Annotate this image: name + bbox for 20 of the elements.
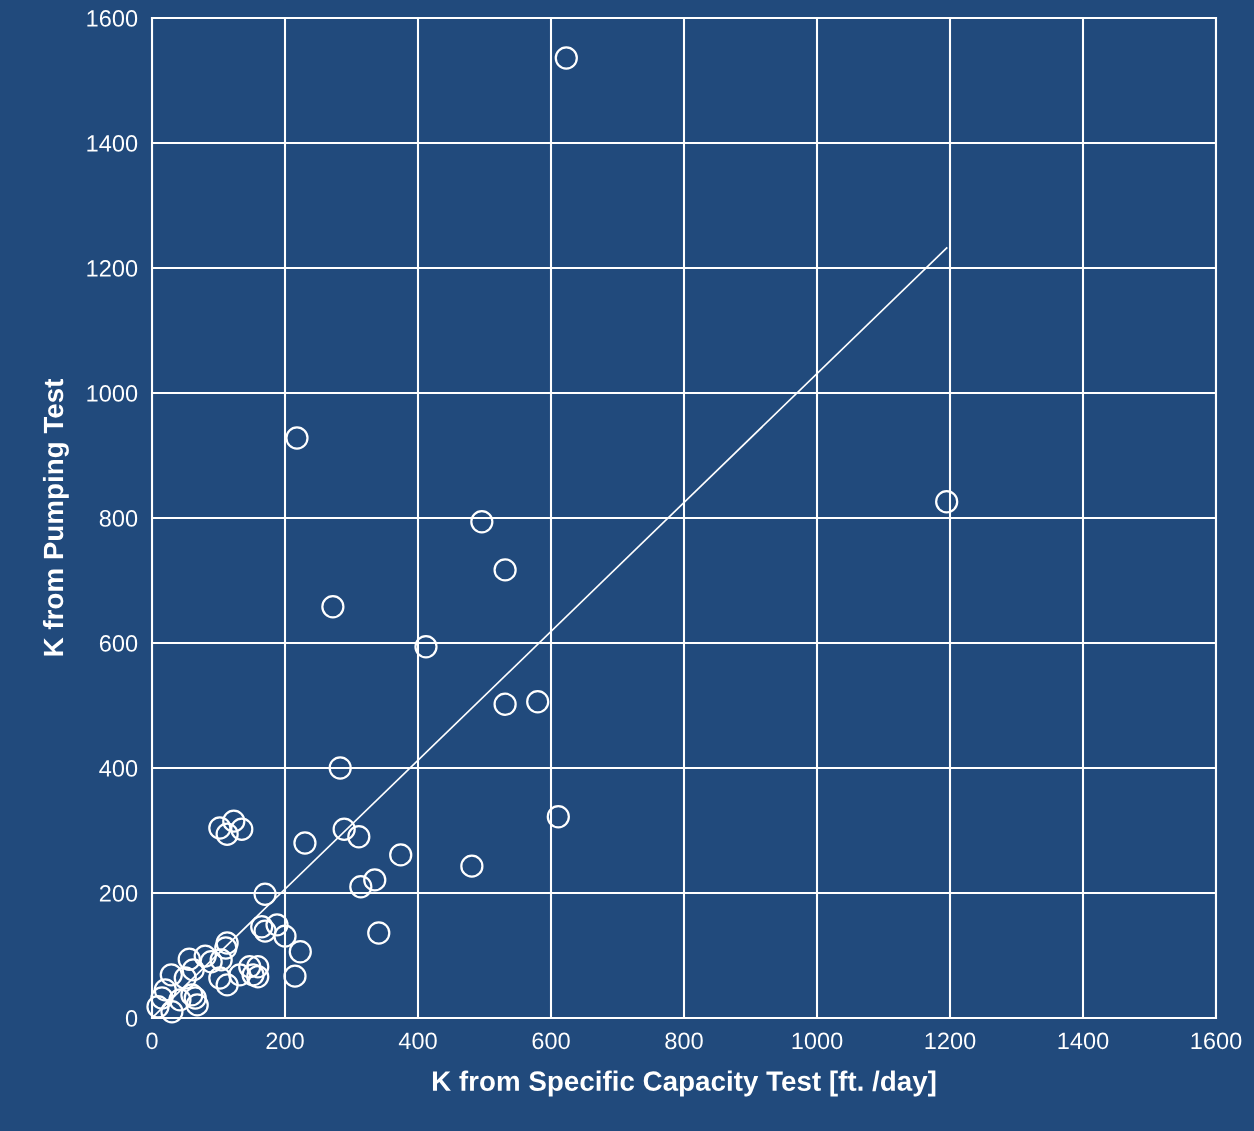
- y-tick-label: 1200: [87, 260, 138, 277]
- y-tick-label: 1600: [87, 10, 138, 27]
- x-tick-label: 200: [266, 1032, 304, 1050]
- x-tick-label: 800: [665, 1032, 703, 1050]
- x-tick-label: 400: [398, 1032, 437, 1050]
- y-tick-label: 200: [99, 885, 138, 902]
- x-tick-label: 600: [532, 1032, 570, 1050]
- x-tick-label: 1200: [925, 1032, 976, 1050]
- x-tick-label: 1400: [1058, 1032, 1109, 1050]
- x-tick-label: 1000: [792, 1032, 843, 1050]
- y-tick-label: 800: [99, 510, 138, 527]
- y-tick-label: 1400: [87, 135, 138, 152]
- y-axis-title: K from Pumping Test: [42, 378, 69, 656]
- y-tick-label: 0: [125, 1010, 138, 1027]
- x-tick-label: 1600: [1191, 1032, 1242, 1050]
- y-tick-label: 600: [99, 635, 138, 652]
- x-tick-label: 0: [146, 1032, 158, 1050]
- y-tick-label: 1000: [87, 385, 138, 402]
- y-tick-label: 400: [99, 760, 138, 777]
- x-axis-title: K from Specific Capacity Test [ft. /day]: [432, 1070, 936, 1097]
